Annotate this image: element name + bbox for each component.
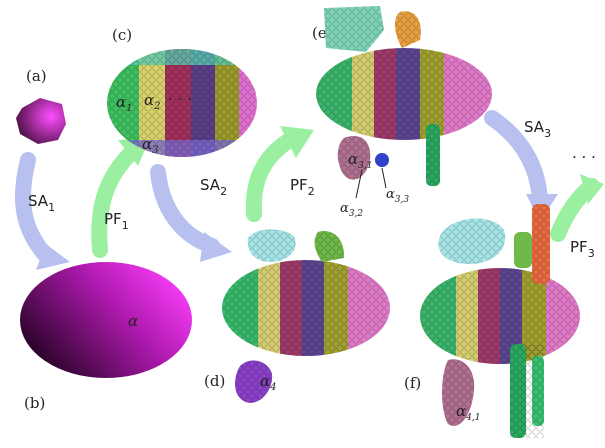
molecule-d: α4: [222, 229, 390, 403]
sa1-arrowhead: [36, 244, 70, 270]
pf2-label: PF2: [290, 176, 315, 198]
alpha-2-label-c: α2: [144, 91, 161, 112]
sa3-label: SA3: [524, 118, 551, 140]
alpha-1-label-c: α1: [116, 93, 133, 114]
pf1-label: PF1: [104, 210, 129, 232]
panel-label-c: (c): [112, 26, 132, 44]
panel-label-a: (a): [26, 67, 47, 85]
panel-label-d: (d): [204, 372, 225, 390]
pf2-arrow: [245, 132, 298, 222]
dots-c: · · ·: [168, 90, 192, 108]
alpha-label-b: α: [128, 312, 138, 330]
alpha-3-2-label-e: α3,2: [340, 201, 363, 219]
molecule-e: α3,1 α3,2 α3,3: [316, 6, 492, 219]
pf3-arrowhead: [580, 174, 604, 204]
pf1-arrow: [91, 144, 140, 258]
pf3-label: PF3: [570, 238, 595, 260]
panel-label-b: (b): [24, 394, 45, 412]
panel-label-f: (f): [404, 374, 421, 392]
molecule-b-shape: [20, 262, 192, 378]
alpha-3-1-label-e: α3,1: [348, 150, 372, 171]
sa2-arrowhead: [200, 232, 232, 262]
pf2-arrowhead: [280, 126, 314, 158]
molecule-a-shape: [16, 98, 66, 144]
sa3-arrow: [484, 110, 548, 208]
sa1-label: SA1: [28, 192, 55, 214]
continuation-ellipsis: · · ·: [572, 148, 596, 166]
sa1-arrow: [15, 152, 56, 266]
alpha-4-label-d: α4: [260, 372, 277, 393]
alpha-3-3-label-e: α3,3: [386, 187, 409, 205]
molecule-c: α1 α2 · · · α3: [107, 49, 257, 157]
alpha-4-1-label-f: α4,1: [456, 402, 480, 423]
sa2-label: SA2: [200, 176, 227, 198]
alpha-3-label-c: α3: [142, 135, 159, 156]
